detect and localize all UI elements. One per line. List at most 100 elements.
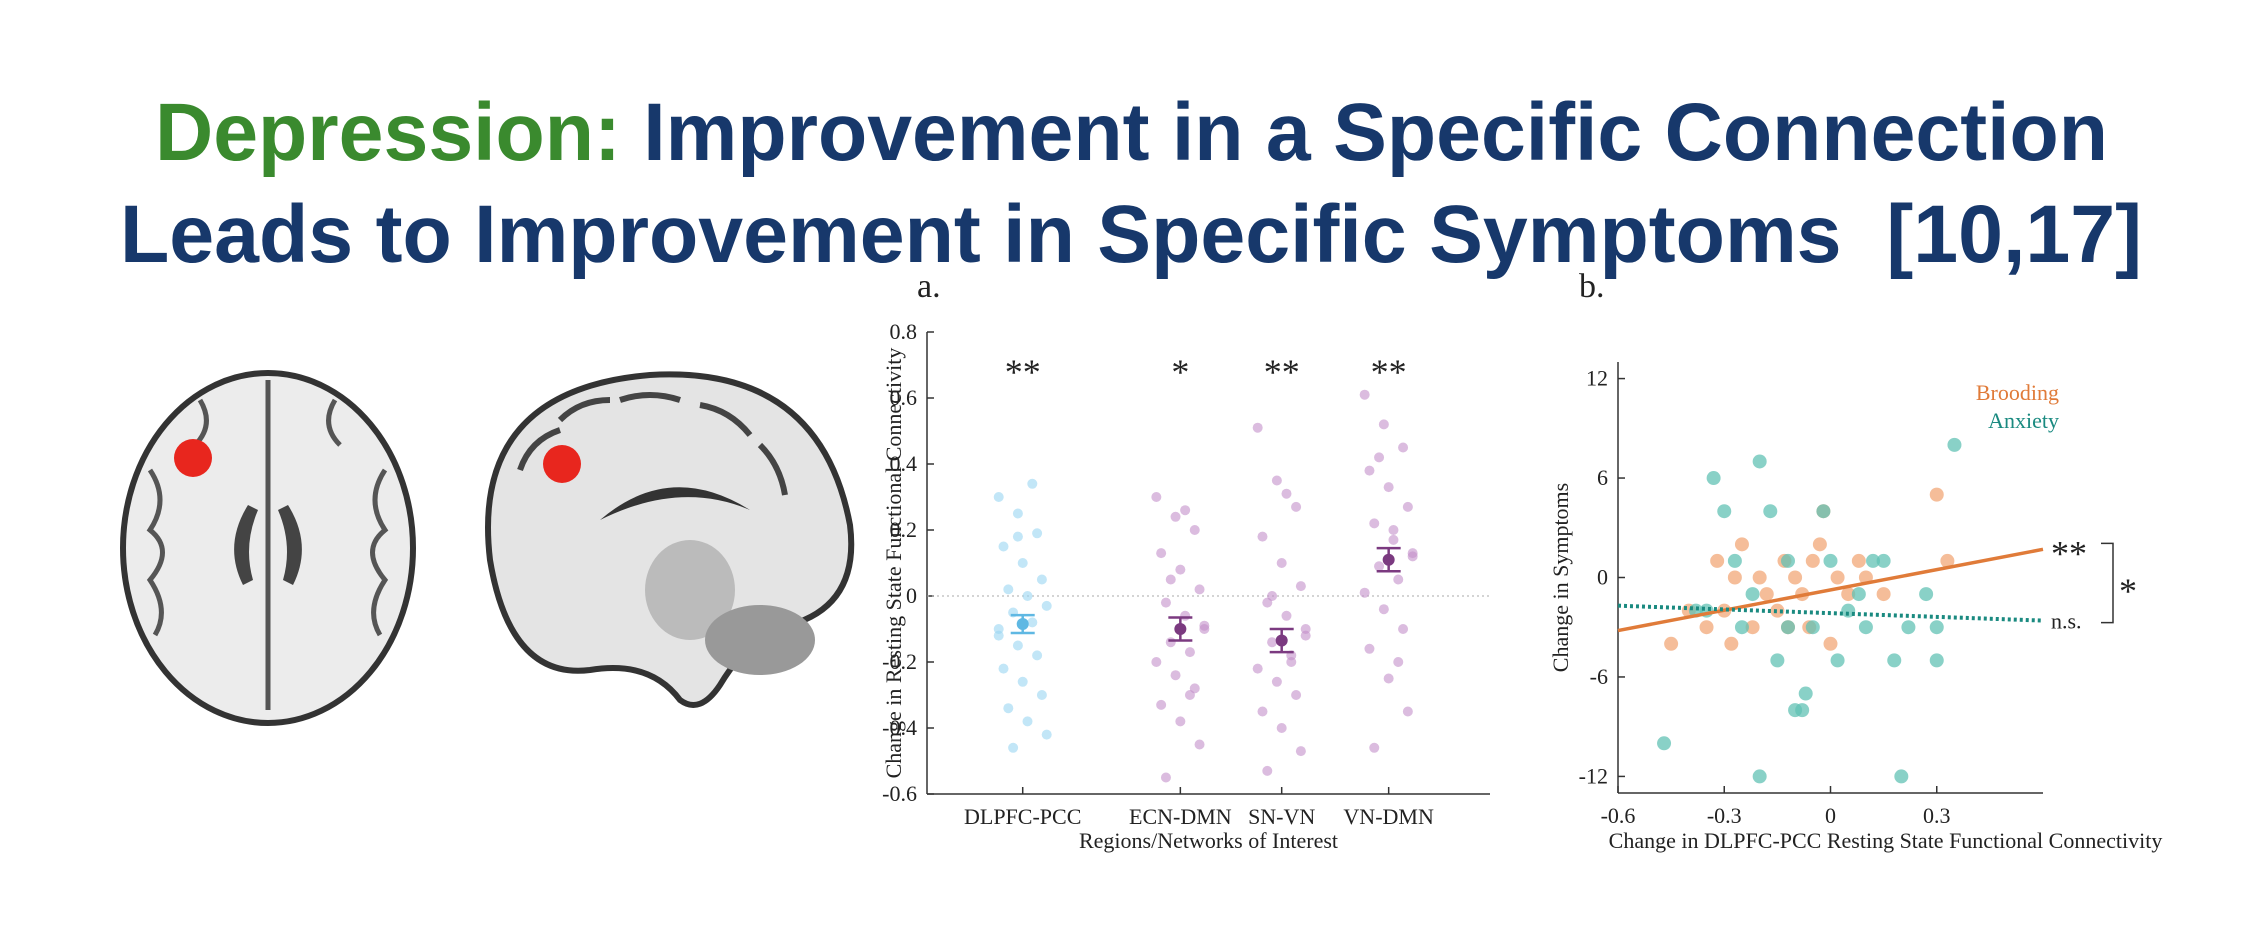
- data-point: [1359, 389, 1370, 400]
- data-point: [1032, 528, 1043, 539]
- data-point: [1763, 504, 1778, 519]
- data-point: [1407, 551, 1418, 562]
- panel-label: b.: [1579, 268, 1605, 305]
- data-point: [1788, 570, 1803, 585]
- data-point: [1388, 534, 1399, 545]
- data-point: [1252, 422, 1263, 433]
- data-point: [1699, 620, 1714, 635]
- data-point: [1017, 558, 1028, 568]
- data-point: [1805, 553, 1820, 568]
- data-point: [1257, 706, 1268, 717]
- data-point: [1151, 492, 1162, 502]
- data-point: [1151, 657, 1162, 667]
- data-point: [1374, 561, 1385, 572]
- data-point: [1876, 553, 1891, 568]
- comparison-bracket: [2101, 542, 2114, 624]
- data-point: [1027, 617, 1038, 628]
- data-point: [1012, 640, 1023, 651]
- data-point: [1781, 553, 1795, 568]
- data-point: [1841, 587, 1856, 602]
- y-tick-label: -6: [1590, 664, 1608, 689]
- data-point: [1393, 657, 1404, 667]
- data-point: [1369, 518, 1380, 529]
- significance: **: [1005, 352, 1041, 392]
- data-point: [1752, 570, 1767, 585]
- data-point: [1752, 769, 1767, 784]
- data-point: [1291, 690, 1302, 700]
- sagittal-brain: [485, 371, 855, 708]
- data-point: [1012, 531, 1023, 542]
- data-point: [1770, 603, 1785, 618]
- data-point: [1276, 723, 1287, 733]
- data-point: [1734, 537, 1749, 552]
- x-axis-label: Change in DLPFC-PCC Resting State Functi…: [1609, 828, 2163, 853]
- data-point: [1276, 558, 1287, 568]
- data-point: [1759, 587, 1774, 602]
- data-point: [1194, 739, 1205, 750]
- data-point: [1816, 504, 1831, 519]
- title-highlight: Depression:: [155, 87, 621, 178]
- data-point: [1876, 587, 1891, 602]
- data-point: [1262, 765, 1273, 776]
- data-point: [1717, 504, 1732, 519]
- x-tick-label: -0.6: [1601, 803, 1636, 828]
- y-axis-label: Change in Symptoms: [1548, 483, 1573, 672]
- data-point: [1402, 501, 1413, 512]
- x-tick-label: 0: [1825, 803, 1836, 828]
- data-point: [1947, 437, 1962, 452]
- data-point: [993, 492, 1004, 502]
- data-point: [1359, 587, 1370, 598]
- data-point: [1706, 471, 1721, 486]
- data-point: [1170, 670, 1181, 681]
- data-point: [1378, 419, 1389, 430]
- y-tick-label: -0.4: [882, 715, 917, 740]
- title-line-2: Leads to Improvement in Specific Symptom…: [120, 189, 2142, 280]
- y-tick-label: 0.2: [890, 517, 918, 542]
- y-tick-label: 12: [1586, 366, 1608, 391]
- y-tick-label: -0.2: [882, 649, 917, 674]
- data-point: [1929, 620, 1944, 635]
- data-point: [1189, 525, 1200, 535]
- x-tick-label: ECN-DMN: [1129, 804, 1232, 829]
- fit-significance: **: [2051, 533, 2087, 573]
- data-point: [1184, 690, 1195, 700]
- title-line-1: Depression: Improvement in a Specific Co…: [155, 87, 2108, 178]
- data-point: [1398, 442, 1409, 453]
- data-point: [1812, 537, 1827, 552]
- fit-line: [1617, 547, 2044, 633]
- data-point: [1300, 630, 1311, 641]
- data-point: [993, 624, 1004, 634]
- data-point: [1866, 553, 1880, 568]
- data-point: [1919, 587, 1934, 602]
- data-point: [1184, 647, 1195, 658]
- data-point: [1894, 769, 1909, 784]
- data-point: [1022, 716, 1033, 727]
- data-point: [1383, 482, 1394, 493]
- y-tick-label: 0: [1597, 565, 1608, 590]
- data-point: [1383, 673, 1394, 684]
- y-tick-label: -12: [1579, 763, 1608, 788]
- data-point: [1165, 574, 1176, 585]
- data-point: [1823, 636, 1838, 651]
- data-point: [1156, 699, 1167, 710]
- data-point: [1180, 610, 1191, 621]
- legend-entry: Brooding: [1976, 380, 2059, 405]
- data-point: [1901, 620, 1916, 635]
- data-point: [1858, 620, 1873, 635]
- data-point: [1724, 636, 1739, 651]
- data-point: [1295, 746, 1306, 757]
- data-point: [1022, 591, 1033, 601]
- data-point: [1374, 452, 1385, 463]
- data-point: [1830, 653, 1845, 668]
- data-point: [1036, 574, 1047, 585]
- data-point: [1194, 584, 1205, 595]
- data-point: [1940, 553, 1955, 568]
- data-point: [1745, 587, 1760, 602]
- data-point: [1160, 597, 1171, 608]
- fit-line: [1617, 603, 2044, 623]
- mean-marker: [1016, 618, 1029, 631]
- data-point: [1281, 610, 1292, 621]
- x-tick-label: VN-DMN: [1343, 804, 1434, 829]
- data-point: [1036, 690, 1047, 700]
